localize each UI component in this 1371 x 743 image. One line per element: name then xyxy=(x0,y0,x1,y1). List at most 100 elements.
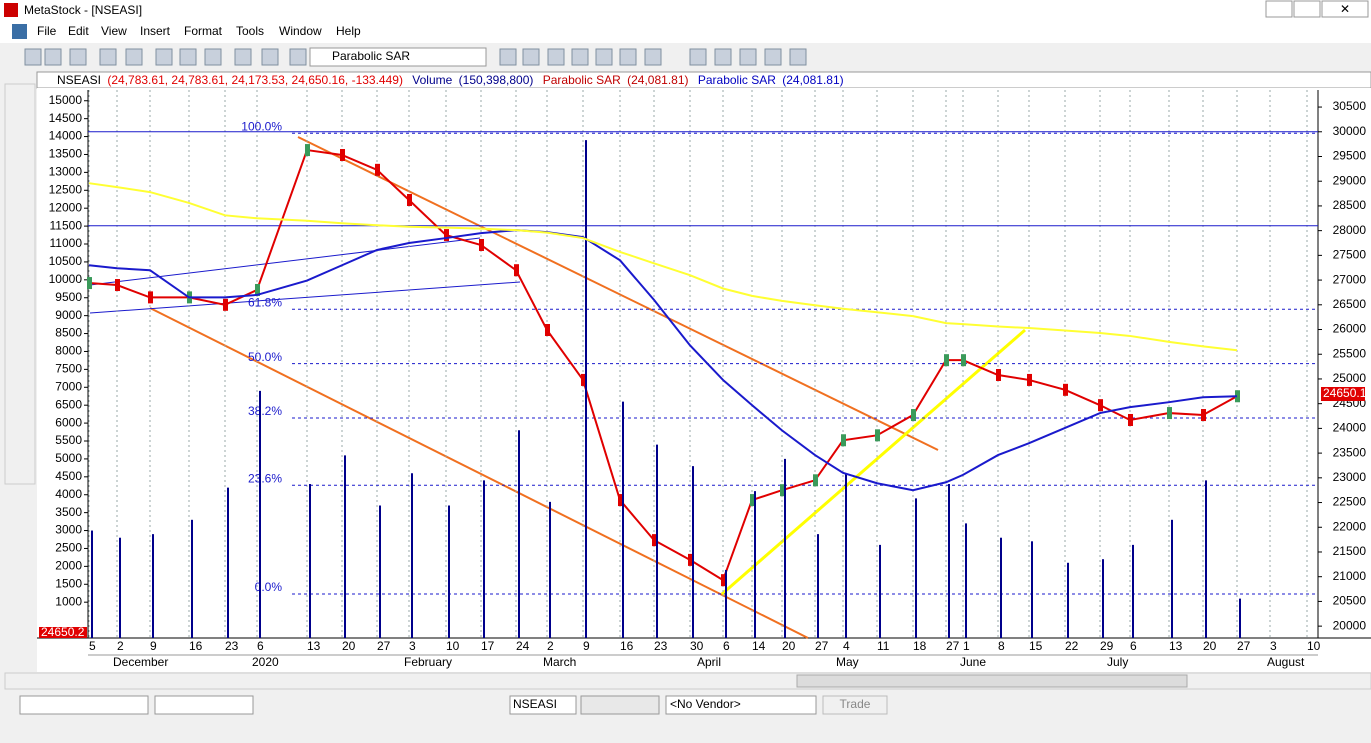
symbol-box[interactable] xyxy=(509,695,577,715)
vendor-dropdown[interactable] xyxy=(665,695,817,715)
series-name: NSEASI xyxy=(57,73,101,87)
toolbar-button[interactable] xyxy=(204,48,222,66)
month-label: April xyxy=(697,655,721,669)
price-candle xyxy=(340,149,345,162)
date-label: 6 xyxy=(257,639,264,653)
minimize-button[interactable] xyxy=(1265,0,1293,18)
indicator-params: (24,081.81) xyxy=(782,73,843,87)
trendline xyxy=(297,136,939,451)
y-tick-label: 1000 xyxy=(55,594,82,608)
date-label: 20 xyxy=(1203,639,1217,653)
menu-item[interactable]: Insert xyxy=(140,24,171,38)
y-tick-label: 12500 xyxy=(49,182,83,196)
price-candle xyxy=(115,279,120,292)
toolbar-button[interactable] xyxy=(44,48,62,66)
toolbar-button[interactable] xyxy=(764,48,782,66)
date-label: 23 xyxy=(225,639,239,653)
menu-bar xyxy=(0,21,1371,43)
line-style-dropdown[interactable] xyxy=(19,695,149,715)
moving-average xyxy=(88,182,1238,352)
y-tick-label: 5500 xyxy=(55,433,82,447)
y2-tick-label: 21500 xyxy=(1333,544,1367,558)
fib-label: 23.6% xyxy=(248,471,282,485)
line-width-dropdown[interactable] xyxy=(154,695,254,715)
toolbar-button[interactable] xyxy=(571,48,589,66)
menu-item[interactable]: Help xyxy=(336,24,361,38)
y2-tick-label: 20500 xyxy=(1333,594,1367,608)
toolbar-button[interactable] xyxy=(234,48,252,66)
toolbar-button[interactable] xyxy=(24,48,42,66)
toolbar-button[interactable] xyxy=(289,48,307,66)
toolbar-button[interactable] xyxy=(547,48,565,66)
y2-tick-label: 29500 xyxy=(1333,149,1367,163)
menu-item[interactable]: Tools xyxy=(236,24,264,38)
menu-item[interactable]: Format xyxy=(184,24,223,38)
date-label: 20 xyxy=(342,639,356,653)
drawing-toolbox xyxy=(4,83,36,485)
y-tick-label: 6500 xyxy=(55,397,82,411)
price-candle xyxy=(961,354,966,367)
maximize-button[interactable] xyxy=(1293,0,1321,18)
y-tick-label: 11500 xyxy=(50,218,83,232)
date-label: 1 xyxy=(963,639,970,653)
toolbar-button[interactable] xyxy=(69,48,87,66)
toolbar-button[interactable] xyxy=(689,48,707,66)
price-candle xyxy=(305,144,310,157)
menu-item[interactable]: File xyxy=(37,24,57,38)
price-candle xyxy=(1063,383,1068,396)
series-params: (150,398,800) xyxy=(459,73,534,87)
date-label: 13 xyxy=(307,639,321,653)
fib-label: 100.0% xyxy=(241,119,282,133)
toolbar-button[interactable] xyxy=(739,48,757,66)
date-label: 9 xyxy=(150,639,157,653)
y2-tick-label: 22500 xyxy=(1333,495,1367,509)
y-tick-label: 2500 xyxy=(55,541,82,555)
indicator-dropdown[interactable] xyxy=(309,47,487,67)
date-label: 3 xyxy=(409,639,416,653)
toolbar-button[interactable] xyxy=(99,48,117,66)
y2-tick-label: 26500 xyxy=(1333,297,1367,311)
toolbar-button[interactable] xyxy=(179,48,197,66)
date-label: 3 xyxy=(1270,639,1277,653)
price-candle xyxy=(1128,413,1133,426)
toolbar-button[interactable] xyxy=(499,48,517,66)
toolbar-button[interactable] xyxy=(261,48,279,66)
dropdown[interactable] xyxy=(580,695,660,715)
fib-label: 61.8% xyxy=(248,295,282,309)
toolbar-button[interactable] xyxy=(714,48,732,66)
menu-item[interactable]: Window xyxy=(279,24,322,38)
scroll-thumb[interactable] xyxy=(796,674,1188,688)
y-tick-label: 9500 xyxy=(55,290,82,304)
trade-text: Trade xyxy=(840,697,871,711)
y-tick-label: 8500 xyxy=(55,326,82,340)
date-label: 5 xyxy=(89,639,96,653)
toolbar-button[interactable] xyxy=(595,48,613,66)
y-tick-label: 5000 xyxy=(55,451,82,465)
y-tick-label: 2000 xyxy=(55,559,82,573)
trade-button[interactable] xyxy=(822,695,888,715)
y-tick-label: 7500 xyxy=(55,362,82,376)
y-tick-label: 4500 xyxy=(55,469,82,483)
y-tick-label: 10500 xyxy=(49,254,83,268)
toolbar-button[interactable] xyxy=(619,48,637,66)
price-candle xyxy=(875,429,880,442)
price-candle xyxy=(87,277,92,290)
menu-item[interactable]: Edit xyxy=(68,24,89,38)
toolbar-button[interactable] xyxy=(155,48,173,66)
date-label: 23 xyxy=(654,639,668,653)
toolbar-button[interactable] xyxy=(644,48,662,66)
month-label: March xyxy=(543,655,576,669)
close-glyph: ✕ xyxy=(1340,2,1350,16)
close-button[interactable] xyxy=(1321,0,1369,18)
toolbar-button[interactable] xyxy=(125,48,143,66)
price-candle xyxy=(545,324,550,337)
price-candle xyxy=(223,298,228,311)
date-label: 14 xyxy=(752,639,766,653)
y2-tick-label: 22000 xyxy=(1333,519,1367,533)
price-candle xyxy=(514,264,519,277)
toolbar-button[interactable] xyxy=(789,48,807,66)
menu-item[interactable]: View xyxy=(101,24,127,38)
toolbar-button[interactable] xyxy=(522,48,540,66)
date-label: 10 xyxy=(446,639,460,653)
trendline xyxy=(149,307,809,639)
